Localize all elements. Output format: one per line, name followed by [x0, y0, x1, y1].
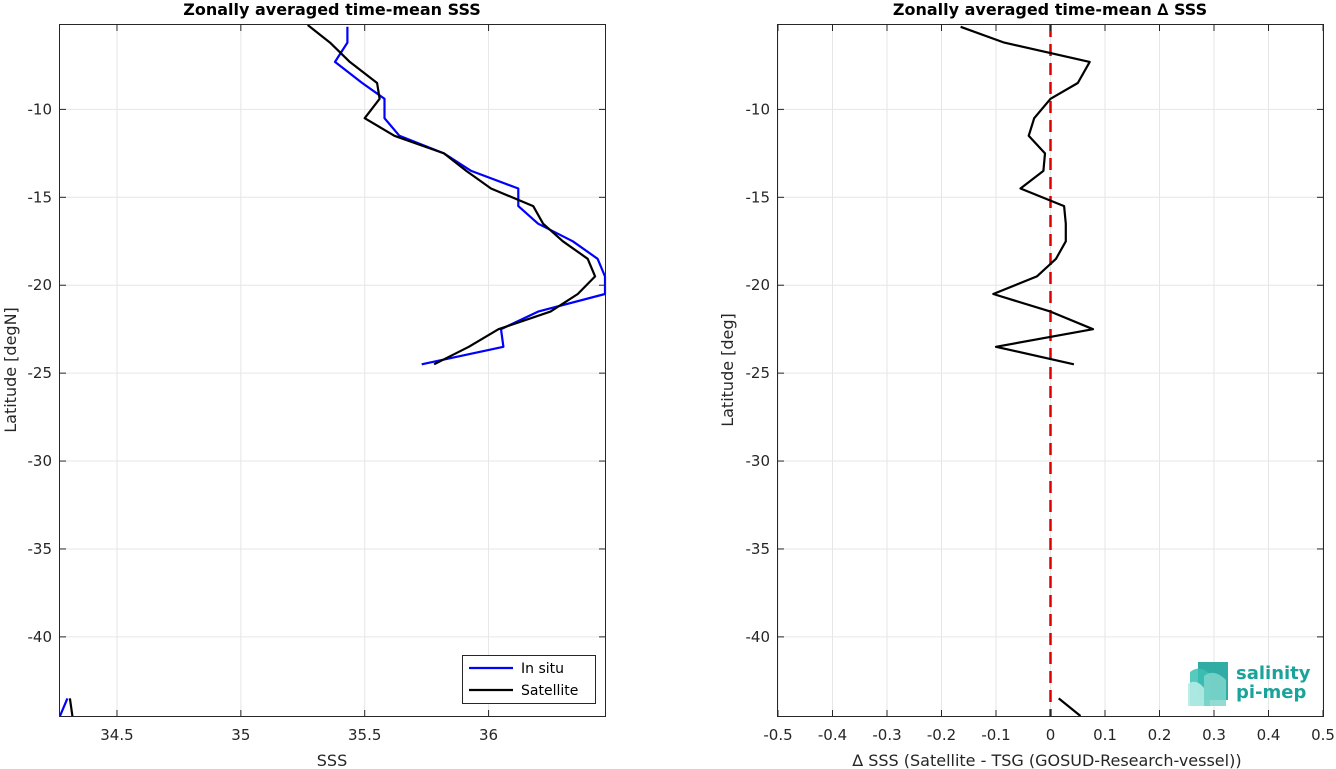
- x-tick-label: 0.3: [1202, 726, 1226, 744]
- left-y-axis-label: Latitude [degN]: [1, 307, 20, 433]
- logo-wave-icon: [1188, 662, 1228, 706]
- right-series: [960, 25, 1095, 717]
- left-series: [58, 24, 607, 717]
- x-tick-label: -0.3: [872, 726, 901, 744]
- y-tick-label: -40: [28, 628, 53, 646]
- legend-box: [462, 655, 596, 704]
- y-tick-label: -20: [28, 276, 53, 294]
- x-tick-label: 0.2: [1148, 726, 1172, 744]
- delta-sss-series-line: [58, 697, 69, 717]
- in-situ-series-line: [333, 26, 607, 366]
- delta-sss-series-line: [1058, 697, 1082, 717]
- delta-sss-series-line: [960, 25, 1095, 366]
- y-tick-label: -35: [28, 540, 53, 558]
- left-x-axis-label: SSS: [317, 751, 347, 769]
- logo-text-salinity: salinity: [1236, 663, 1311, 684]
- y-tick-label: -10: [28, 100, 53, 118]
- left-ticks: 34.5 35 35.5 36 -10 -15 -20 -25 -30 -35 -40: [28, 25, 605, 744]
- right-x-axis-label: ∆ SSS (Satellite - TSG (GOSUD-Research-v…: [851, 751, 1241, 769]
- left-grid: [60, 25, 605, 716]
- y-tick-label: -10: [746, 100, 771, 118]
- x-tick-label: 35: [231, 726, 250, 744]
- right-y-axis-label: Latitude [deg]: [718, 313, 737, 427]
- y-tick-label: -25: [746, 364, 771, 382]
- y-tick-label: -30: [746, 452, 771, 470]
- left-panel: Zonally averaged time-mean SSS 34.5 35 35.…: [1, 0, 607, 769]
- x-tick-label: -0.1: [981, 726, 1010, 744]
- x-tick-label: -0.4: [818, 726, 847, 744]
- satellite-series-line: [307, 24, 597, 366]
- x-tick-label: 0.1: [1093, 726, 1117, 744]
- x-tick-label: 36: [479, 726, 498, 744]
- right-chart-title: Zonally averaged time-mean ∆ SSS: [893, 0, 1207, 19]
- legend-label-satellite: Satellite: [521, 683, 578, 699]
- x-tick-label: 34.5: [100, 726, 133, 744]
- y-tick-label: -15: [28, 188, 53, 206]
- x-tick-label: 35.5: [348, 726, 381, 744]
- right-ticks: -0.5 -0.4 -0.3 -0.2 -0.1 0 0.1 0.2 0.3 0.4 0.5 -10 -…: [746, 25, 1335, 744]
- y-tick-label: -20: [746, 276, 771, 294]
- satellite-series-line: [68, 698, 74, 717]
- left-plot-area: [59, 24, 606, 717]
- legend-label-in-situ: In situ: [521, 661, 564, 677]
- x-tick-label: -0.5: [763, 726, 792, 744]
- legend: In situ Satellite: [462, 655, 596, 704]
- x-tick-label: 0.4: [1257, 726, 1281, 744]
- y-tick-label: -25: [28, 364, 53, 382]
- salinity-pi-mep-logo: salinity pi-mep: [1188, 662, 1311, 706]
- x-tick-label: 0: [1046, 726, 1056, 744]
- right-panel: Zonally averaged time-mean ∆ SSS -0.5 -0.…: [718, 0, 1335, 769]
- y-tick-label: -40: [746, 628, 771, 646]
- x-tick-label: -0.2: [927, 726, 956, 744]
- x-tick-label: 0.5: [1311, 726, 1335, 744]
- left-chart-title: Zonally averaged time-mean SSS: [183, 0, 481, 19]
- logo-text-pi-mep: pi-mep: [1236, 682, 1306, 703]
- y-tick-label: -15: [746, 188, 771, 206]
- y-tick-label: -35: [746, 540, 771, 558]
- y-tick-label: -30: [28, 452, 53, 470]
- right-plot-area: [777, 24, 1324, 717]
